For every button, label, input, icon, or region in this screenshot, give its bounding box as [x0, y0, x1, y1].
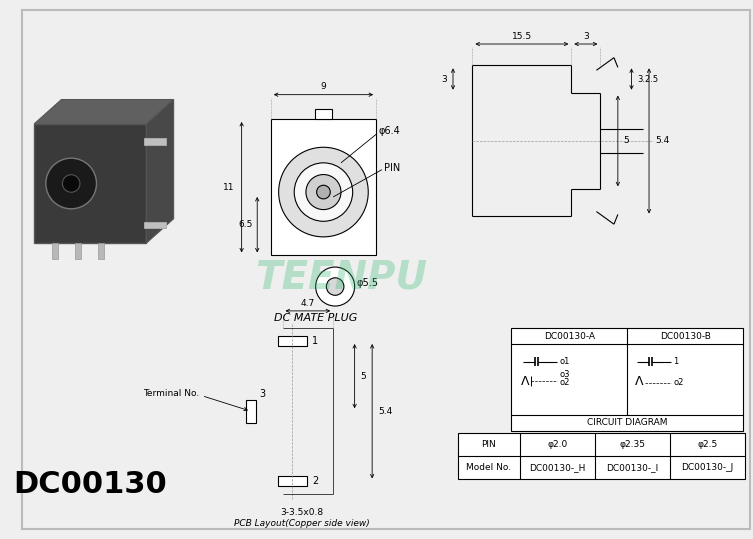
Text: 3: 3 — [583, 32, 589, 41]
Bar — [278, 476, 307, 486]
Text: o1: o1 — [559, 357, 569, 366]
Bar — [278, 336, 307, 346]
Bar — [271, 119, 376, 255]
Text: o3: o3 — [559, 370, 570, 379]
Bar — [145, 222, 166, 229]
Text: DC00130-_I: DC00130-_I — [606, 463, 659, 472]
Bar — [34, 124, 146, 243]
Text: 9: 9 — [321, 82, 326, 92]
Polygon shape — [146, 100, 174, 243]
Text: Model No.: Model No. — [466, 463, 511, 472]
Text: 5.4: 5.4 — [655, 136, 669, 146]
Text: 3.2.5: 3.2.5 — [637, 74, 658, 84]
Text: 4.7: 4.7 — [300, 299, 315, 308]
Text: PIN: PIN — [384, 163, 400, 172]
Text: 5.4: 5.4 — [378, 407, 392, 416]
Bar — [75, 243, 81, 259]
Text: 1: 1 — [673, 357, 678, 366]
Text: 5: 5 — [623, 136, 630, 146]
Text: φ5.5: φ5.5 — [357, 278, 379, 288]
Text: φ2.35: φ2.35 — [620, 440, 645, 449]
Text: DC00130-_H: DC00130-_H — [529, 463, 586, 472]
Circle shape — [46, 158, 96, 209]
Text: 2: 2 — [312, 476, 318, 486]
Bar — [52, 243, 57, 259]
Bar — [511, 328, 743, 431]
Text: DC00130: DC00130 — [13, 470, 166, 499]
Circle shape — [279, 147, 368, 237]
Text: o2: o2 — [673, 378, 684, 388]
Bar — [315, 109, 332, 119]
Text: 3: 3 — [441, 74, 447, 84]
Text: PIN: PIN — [481, 440, 496, 449]
Circle shape — [316, 185, 331, 199]
Text: 15.5: 15.5 — [512, 32, 532, 41]
Text: 3: 3 — [259, 389, 265, 399]
Circle shape — [62, 175, 80, 192]
Text: 3-3.5x0.8: 3-3.5x0.8 — [280, 508, 324, 517]
Text: 6.5: 6.5 — [238, 220, 252, 229]
Text: 11: 11 — [224, 183, 235, 192]
Text: 1: 1 — [312, 336, 318, 346]
Text: φ2.0: φ2.0 — [547, 440, 568, 449]
Text: DC00130-A: DC00130-A — [544, 331, 595, 341]
Text: Λ: Λ — [635, 375, 644, 388]
Circle shape — [306, 175, 341, 210]
Text: o2: o2 — [559, 378, 569, 388]
Text: Λ: Λ — [521, 375, 529, 388]
Circle shape — [316, 267, 355, 306]
Text: φ2.5: φ2.5 — [697, 440, 718, 449]
Bar — [145, 139, 166, 146]
Text: PCB Layout(Copper side view): PCB Layout(Copper side view) — [234, 520, 370, 528]
Text: φ6.4: φ6.4 — [379, 126, 401, 136]
Text: DC00130-_J: DC00130-_J — [681, 463, 734, 472]
Circle shape — [294, 163, 352, 222]
Text: 5: 5 — [361, 372, 366, 381]
Polygon shape — [34, 100, 174, 124]
Bar — [458, 433, 745, 479]
Circle shape — [326, 278, 344, 295]
Text: TEENPU: TEENPU — [255, 259, 427, 297]
Text: DC00130-B: DC00130-B — [660, 331, 711, 341]
Text: CIRCUIT DIAGRAM: CIRCUIT DIAGRAM — [587, 418, 668, 427]
Text: Terminal No.: Terminal No. — [144, 389, 200, 398]
Text: DC MATE PLUG: DC MATE PLUG — [274, 313, 358, 323]
Bar — [99, 243, 105, 259]
Bar — [245, 399, 256, 423]
